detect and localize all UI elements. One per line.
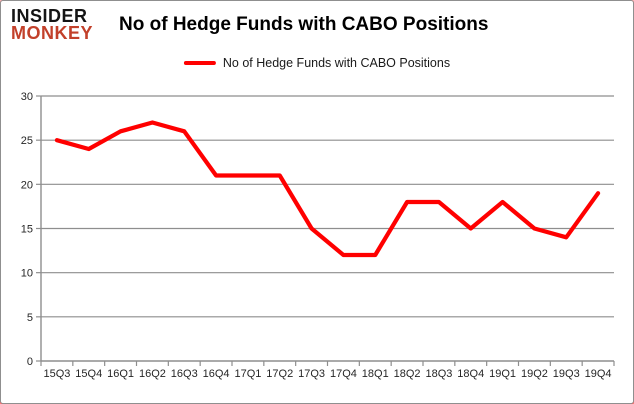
y-axis-label: 10 <box>21 268 33 280</box>
x-axis-label: 17Q4 <box>330 368 357 380</box>
x-axis-label: 17Q1 <box>234 368 261 380</box>
y-axis-label: 0 <box>27 356 33 368</box>
x-axis-label: 18Q4 <box>457 368 484 380</box>
legend-label: No of Hedge Funds with CABO Positions <box>222 56 451 70</box>
series-line <box>54 120 601 258</box>
x-axis-label: 19Q1 <box>489 368 516 380</box>
x-axis-label: 17Q3 <box>298 368 325 380</box>
x-axis-label: 18Q3 <box>425 368 452 380</box>
x-axis-label: 18Q1 <box>362 368 389 380</box>
x-axis-label: 16Q2 <box>139 368 166 380</box>
legend: No of Hedge Funds with CABO Positions <box>183 56 451 70</box>
x-axis-label: 16Q1 <box>107 368 134 380</box>
logo-line-insider: INSIDER <box>11 6 88 26</box>
x-axis-label: 16Q4 <box>203 368 230 380</box>
legend-line-swatch <box>183 61 216 65</box>
y-axis-label: 20 <box>21 179 33 191</box>
insider-monkey-logo: INSIDER MONKEY <box>11 6 94 43</box>
x-axis-label: 18Q2 <box>394 368 421 380</box>
y-axis-label: 15 <box>21 224 33 236</box>
chart-title: No of Hedge Funds with CABO Positions <box>119 14 489 35</box>
x-axis-label: 19Q2 <box>521 368 548 380</box>
x-axis-label: 17Q2 <box>266 368 293 380</box>
x-axis-label: 19Q3 <box>553 368 580 380</box>
x-axis-label: 15Q3 <box>43 368 70 380</box>
y-axis-label: 5 <box>27 312 33 324</box>
x-axis-label: 15Q4 <box>75 368 102 380</box>
x-axis-label: 19Q4 <box>585 368 612 380</box>
y-axis-label: 30 <box>21 91 33 103</box>
x-axis-label: 16Q3 <box>171 368 198 380</box>
logo-line-monkey: MONKEY <box>11 22 94 43</box>
y-axis-label: 25 <box>21 135 33 147</box>
